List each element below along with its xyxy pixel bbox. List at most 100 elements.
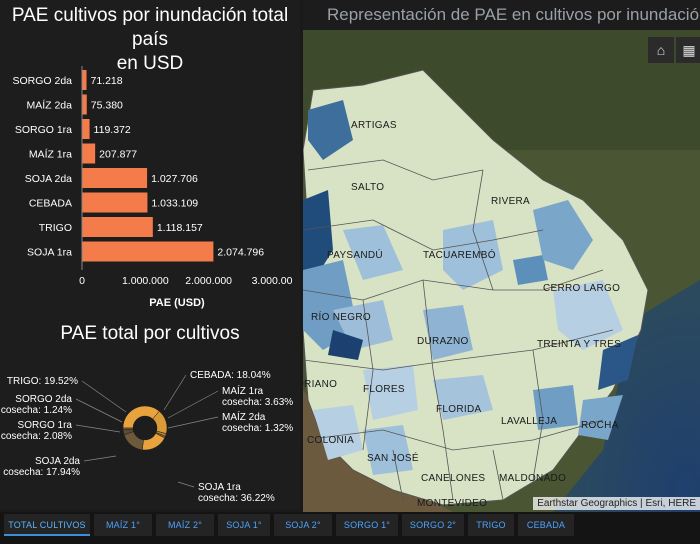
tab-maíz-1[interactable]: MAÍZ 1° (94, 514, 152, 536)
region-dark-2 (598, 335, 638, 390)
tab-cebada[interactable]: CEBADA (518, 514, 574, 536)
tab-sorgo-2[interactable]: SORGO 2° (402, 514, 464, 536)
bar-x-tick-label: 1.000.000 (122, 275, 169, 287)
left-panel: PAE cultivos por inundación total país e… (0, 0, 300, 510)
dept-label-tacuarembo: TACUAREMBÓ (423, 248, 496, 261)
dept-label-durazno: DURAZNO (417, 336, 469, 347)
region-darkest-2 (328, 330, 363, 360)
bar-value-label: 1.033.109 (151, 198, 198, 210)
dept-label-san-jose: SAN JOSÉ (367, 451, 419, 464)
ocean (553, 280, 700, 512)
bar-chart-title-line2: en USD (116, 53, 184, 74)
region-light-7 (433, 375, 493, 420)
pie-slice[interactable] (122, 405, 160, 429)
pie-leader-line (75, 398, 123, 423)
bar-value-label: 71.218 (91, 75, 123, 87)
bar[interactable] (82, 70, 87, 90)
dept-label-rivera: RIVERA (491, 196, 530, 207)
region-dark (308, 100, 353, 160)
pie-slice-label: CEBADA: 18.04% (190, 370, 271, 381)
map-canvas[interactable]: ARTIGAS SALTO RIVERA PAYSANDÚ TACUAREMBÓ… (303, 30, 700, 512)
bar-value-label: 75.380 (91, 100, 123, 112)
region-light-8 (313, 405, 363, 460)
pie-slice[interactable] (123, 431, 144, 451)
dept-label-florida: FLORIDA (436, 404, 481, 415)
dept-label-cerro-largo: CERRO LARGO (543, 283, 620, 294)
region-light-2 (343, 225, 403, 280)
dept-label-colonia: COLONIA (307, 435, 354, 446)
bar[interactable] (82, 168, 148, 188)
pie-chart-title: PAE total por cultivos (60, 323, 240, 344)
bar-category-label: CEBADA (29, 198, 72, 210)
tab-soja-2[interactable]: SOJA 2° (274, 514, 332, 536)
pie-slice-label-line2: cosecha: 3.63% (222, 397, 293, 408)
region-mid-2 (513, 255, 548, 285)
grid-icon[interactable]: ▦ (676, 37, 700, 63)
pie-slice-label: SOJA 1ra (198, 482, 241, 493)
department-borders (303, 159, 614, 501)
pie-leader-line (83, 455, 117, 462)
pie-slice-label: SOJA 2da (35, 456, 80, 467)
dept-label-artigas: ARTIGAS (351, 120, 397, 131)
dept-label-montevideo: MONTEVIDEO (417, 498, 487, 509)
bar-value-label: 2.074.796 (217, 247, 264, 259)
dept-label-soriano: SORIANO (303, 379, 337, 390)
bar[interactable] (82, 119, 90, 139)
pie-leader-line (81, 380, 127, 413)
river-plate (303, 390, 453, 512)
bar-category-label: MAÍZ 2da (26, 99, 72, 112)
tab-trigo[interactable]: TRIGO (468, 514, 514, 536)
pie-slice-label-line2: cosecha: 36.22% (198, 493, 275, 504)
home-icon[interactable]: ⌂ (648, 37, 674, 63)
pie-slice[interactable] (122, 427, 134, 431)
map-attribution: Earthstar Geographics | Esri, HERE (533, 497, 700, 510)
bar-category-label: SOJA 1ra (27, 247, 72, 259)
tab-soja-1[interactable]: SOJA 1° (218, 514, 270, 536)
pie-slice-label: MAÍZ 2da (222, 410, 266, 423)
map-panel[interactable]: Representación de PAE en cultivos por in… (303, 0, 700, 512)
bar-category-label: SOJA 2da (25, 173, 72, 185)
bar[interactable] (82, 241, 214, 262)
pie-slice-label-line2: cosecha: 17.94% (3, 467, 80, 478)
pie-leader-line (75, 424, 121, 433)
bar-value-label: 119.372 (94, 124, 131, 136)
bar[interactable] (82, 94, 87, 115)
map-header: Representación de PAE en cultivos por in… (303, 0, 700, 30)
bar[interactable] (82, 192, 148, 213)
pie-leader-line (167, 390, 219, 419)
dept-label-canelones: CANELONES (421, 473, 485, 484)
bar-value-label: 207.877 (99, 149, 137, 161)
bar[interactable] (82, 217, 153, 237)
pie-leader-line (163, 374, 187, 411)
bar-chart: SORGO 2da 71.218 MAÍZ 2da 75.380 SORGO 1ra 11… (12, 66, 293, 309)
region-mid-4 (533, 385, 578, 430)
bar[interactable] (82, 143, 96, 164)
region-light-4 (553, 280, 623, 350)
bar-category-label: SORGO 2da (12, 75, 72, 87)
bar-x-tick-label: 0 (79, 275, 85, 287)
pie-slice-label: SORGO 2da (15, 394, 72, 405)
bar-category-label: TRIGO (39, 222, 72, 234)
dept-label-rio-negro: RÍO NEGRO (311, 310, 371, 323)
bar-category-label: SORGO 1ra (15, 124, 72, 136)
region-light-6 (363, 365, 418, 420)
tab-maíz-2[interactable]: MAÍZ 2° (156, 514, 214, 536)
tab-sorgo-1[interactable]: SORGO 1° (336, 514, 398, 536)
region-light-9 (363, 425, 413, 475)
bar-x-tick-label: 3.000.00 (252, 275, 293, 287)
tab-bar: TOTAL CULTIVOS MAÍZ 1° MAÍZ 2° SOJA 1° SOJA … (0, 512, 700, 544)
pie-slice-label-line2: cosecha: 1.32% (222, 423, 293, 434)
bar-value-label: 1.027.706 (151, 173, 198, 185)
bar-value-label: 1.118.157 (157, 222, 203, 234)
pie-leader-line (177, 481, 195, 488)
pie-slice-label: SORGO 1ra (18, 420, 73, 431)
tab-total-cultivos[interactable]: TOTAL CULTIVOS (4, 514, 90, 536)
pie-slice-label-line2: cosecha: 2.08% (1, 431, 72, 442)
bar-chart-title: PAE cultivos por inundación total país e… (0, 4, 300, 76)
pie-leader-line (167, 416, 219, 429)
map-title: Representación de PAE en cultivos por in… (327, 5, 700, 24)
dept-label-salto: SALTO (351, 182, 384, 193)
dept-label-maldonado: MALDONADO (499, 473, 566, 484)
bar-x-tick-label: 2.000.000 (185, 275, 232, 287)
